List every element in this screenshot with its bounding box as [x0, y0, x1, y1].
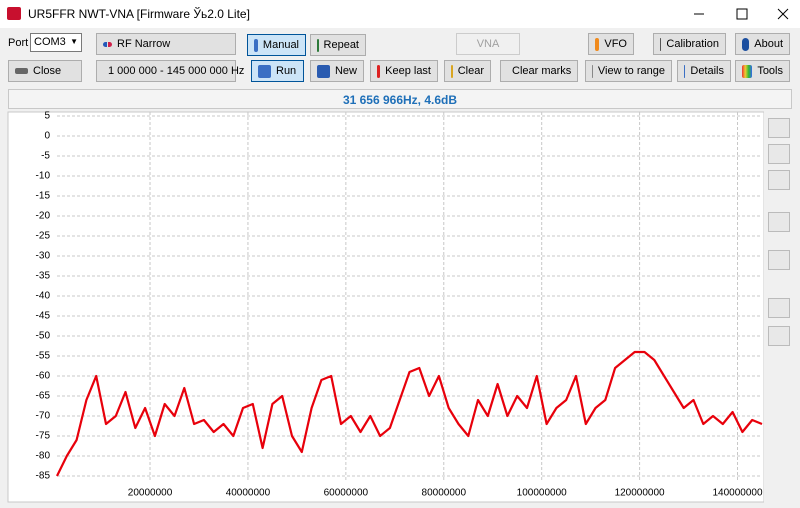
x-tick-label: 120000000: [615, 488, 665, 499]
clear-label: Clear: [457, 65, 484, 77]
vna-button[interactable]: VNA: [456, 33, 520, 55]
tools-button[interactable]: Tools: [735, 60, 790, 82]
x-tick-label: 140000000: [712, 488, 762, 499]
range-button[interactable]: 1 000 000 - 145 000 000 Hz: [96, 60, 244, 82]
chart-background: [7, 111, 764, 503]
y-tick-label: -75: [36, 431, 51, 442]
app-icon: [7, 7, 21, 20]
y-tick-label: 5: [44, 111, 50, 122]
y-tick-label: -60: [36, 371, 51, 382]
view-to-range-label: View to range: [597, 65, 665, 77]
run-label: Run: [276, 65, 297, 77]
y-tick-label: -10: [36, 171, 51, 182]
range-label: 1 000 000 - 145 000 000 Hz: [108, 65, 245, 77]
details-label: Details: [690, 65, 724, 77]
vfo-button[interactable]: VFO: [588, 33, 634, 55]
y-tick-label: -80: [36, 451, 51, 462]
y-tick-label: -40: [36, 291, 51, 302]
x-tick-label: 20000000: [128, 488, 173, 499]
x-tick-label: 80000000: [422, 488, 467, 499]
mode-button[interactable]: RF Narrow: [96, 33, 236, 55]
y-tick-label: -5: [41, 151, 50, 162]
fit-tool[interactable]: [768, 144, 790, 164]
view-to-range-button[interactable]: View to range: [585, 60, 672, 82]
port-label: Port: [8, 37, 29, 49]
y-tick-label: -45: [36, 311, 51, 322]
y-tick-label: -85: [36, 471, 51, 482]
port-value: COM3: [34, 36, 66, 48]
chart-settings-tool[interactable]: [768, 212, 790, 232]
y-tick-label: -55: [36, 351, 51, 362]
y-tick-label: -25: [36, 231, 51, 242]
clear-button[interactable]: Clear: [444, 60, 491, 82]
calibration-label: Calibration: [666, 38, 719, 50]
copy-tool[interactable]: [768, 298, 790, 318]
y-tick-label: -20: [36, 211, 51, 222]
clear-marks-label: Clear marks: [512, 65, 572, 77]
keep-last-button[interactable]: Keep last: [370, 60, 438, 82]
trace-line: [56, 350, 763, 477]
y-tick-label: -30: [36, 251, 51, 262]
y-tick-label: -65: [36, 391, 51, 402]
about-button[interactable]: About: [735, 33, 790, 55]
details-button[interactable]: Details: [677, 60, 731, 82]
open-tool[interactable]: [768, 326, 790, 346]
title-bar: UR5FFR NWT-VNA [Firmware Ўь2.0 Lite]: [0, 0, 800, 28]
repeat-button[interactable]: Repeat: [310, 34, 366, 56]
new-label: New: [334, 65, 357, 77]
manual-button[interactable]: Manual: [247, 34, 306, 56]
close-label: Close: [33, 65, 62, 77]
vertical-fit-tool[interactable]: [768, 170, 790, 190]
zoom-tool[interactable]: [768, 118, 790, 138]
clear-marks-button[interactable]: Clear marks: [500, 60, 578, 82]
manual-label: Manual: [262, 39, 299, 51]
chart: 5 0 -5 -10 -15 -20 -25 -30 -35 -40 -45 -50 -55 -60 -65…: [7, 111, 764, 503]
about-label: About: [754, 38, 783, 50]
vna-label: VNA: [476, 38, 500, 50]
tools-label: Tools: [757, 65, 783, 77]
y-tick-label: -70: [36, 411, 51, 422]
x-tick-label: 40000000: [226, 488, 271, 499]
window-controls[interactable]: [680, 0, 800, 28]
new-button[interactable]: New: [310, 60, 364, 82]
vfo-label: VFO: [604, 38, 627, 50]
port-select[interactable]: COM3 ▼: [30, 33, 82, 52]
repeat-label: Repeat: [323, 39, 359, 51]
keep-last-label: Keep last: [385, 65, 431, 77]
status-bar: 31 656 966Hz, 4.6dB: [8, 89, 792, 109]
y-tick-label: -50: [36, 331, 51, 342]
calibration-button[interactable]: Calibration: [653, 33, 726, 55]
y-tick-label: -15: [36, 191, 51, 202]
close-button[interactable]: Close: [8, 60, 82, 82]
y-tick-label: -35: [36, 271, 51, 282]
status-text: 31 656 966Hz, 4.6dB: [342, 93, 458, 107]
mode-label: RF Narrow: [117, 38, 171, 50]
run-button[interactable]: Run: [251, 60, 304, 82]
x-tick-label: 100000000: [517, 488, 567, 499]
window-title: UR5FFR NWT-VNA [Firmware Ўь2.0 Lite]: [28, 7, 250, 21]
y-tick-label: 0: [44, 131, 50, 142]
x-tick-label: 60000000: [324, 488, 369, 499]
screenshot-tool[interactable]: [768, 250, 790, 270]
